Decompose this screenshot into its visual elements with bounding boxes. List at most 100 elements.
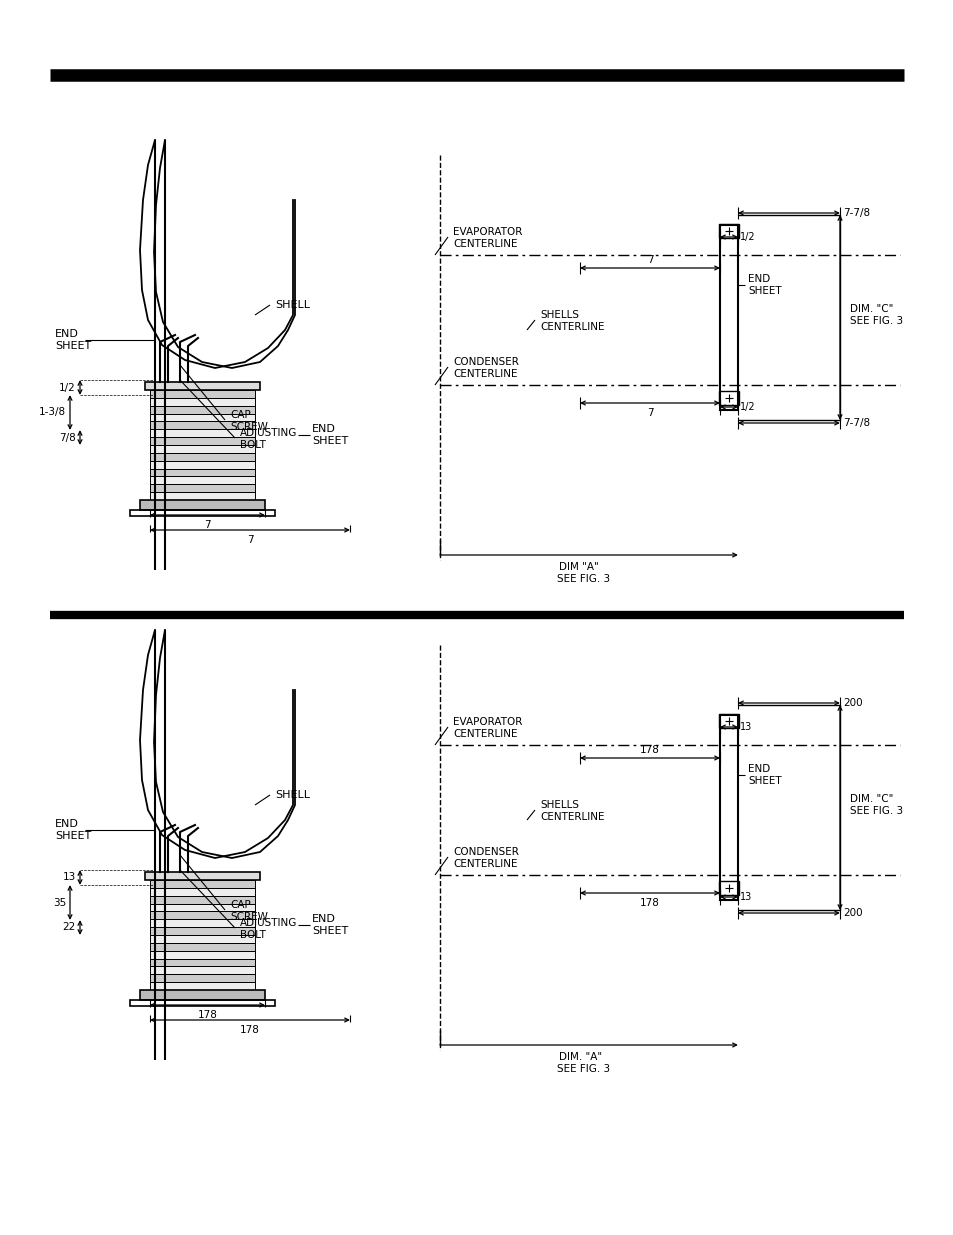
Text: 13: 13 [740, 892, 752, 902]
Text: ADJUSTING: ADJUSTING [240, 429, 297, 438]
Bar [150, 468, 254, 477]
Text: CENTERLINE: CENTERLINE [453, 369, 517, 379]
Bar [150, 437, 254, 445]
Bar [720, 225, 738, 410]
Bar [150, 881, 254, 888]
Text: 7: 7 [646, 408, 653, 417]
Bar [150, 414, 254, 421]
Text: CENTERLINE: CENTERLINE [453, 860, 517, 869]
Text: CAP: CAP [230, 410, 251, 420]
Bar [719, 714, 739, 727]
Text: DIM. "A": DIM. "A" [558, 1052, 601, 1062]
Bar [150, 951, 254, 958]
Bar [150, 927, 254, 935]
Text: END: END [312, 424, 335, 433]
Text: DIM. "C": DIM. "C" [849, 794, 892, 804]
Bar [150, 904, 254, 911]
Bar [150, 895, 254, 904]
Bar [150, 919, 254, 927]
Text: 13: 13 [63, 872, 76, 883]
Bar [130, 1000, 274, 1007]
Text: END: END [55, 819, 79, 829]
Bar [720, 715, 738, 900]
Text: SEE FIG. 3: SEE FIG. 3 [849, 806, 902, 816]
Text: 178: 178 [639, 745, 659, 755]
Text: SEE FIG. 3: SEE FIG. 3 [557, 574, 610, 584]
Bar [150, 958, 254, 967]
Text: 200: 200 [842, 908, 862, 918]
Bar [150, 967, 254, 974]
Bar [140, 990, 265, 1000]
Text: SEE FIG. 3: SEE FIG. 3 [557, 1065, 610, 1074]
Text: SHELL: SHELL [274, 300, 310, 310]
Text: 7-7/8: 7-7/8 [842, 207, 869, 219]
Text: 1/2: 1/2 [740, 232, 755, 242]
Bar [719, 224, 739, 238]
Text: ADJUSTING: ADJUSTING [240, 918, 297, 927]
Text: EVAPORATOR: EVAPORATOR [453, 227, 522, 237]
Text: SHEET: SHEET [312, 436, 348, 446]
Bar [150, 406, 254, 414]
Bar [150, 453, 254, 461]
Bar [150, 398, 254, 406]
Bar [150, 911, 254, 919]
Text: END: END [312, 914, 335, 924]
Text: 7-7/8: 7-7/8 [842, 417, 869, 429]
Text: END: END [747, 274, 769, 284]
Text: SCREW: SCREW [230, 422, 268, 432]
Text: 1-3/8: 1-3/8 [39, 408, 66, 417]
Text: END: END [747, 764, 769, 774]
Bar [150, 484, 254, 492]
Text: 7: 7 [204, 520, 211, 530]
Text: CENTERLINE: CENTERLINE [539, 811, 604, 823]
Bar [150, 492, 254, 500]
Bar [145, 382, 260, 390]
Text: SCREW: SCREW [230, 911, 268, 923]
Text: SHEET: SHEET [312, 926, 348, 936]
Text: 178: 178 [639, 898, 659, 908]
Text: END: END [55, 329, 79, 338]
Text: SHEET: SHEET [55, 831, 91, 841]
Text: 178: 178 [240, 1025, 259, 1035]
Text: CENTERLINE: CENTERLINE [539, 322, 604, 332]
Text: 178: 178 [197, 1010, 217, 1020]
Text: CENTERLINE: CENTERLINE [453, 240, 517, 249]
Text: 7: 7 [646, 254, 653, 266]
Text: CONDENSER: CONDENSER [453, 847, 518, 857]
Text: CONDENSER: CONDENSER [453, 357, 518, 367]
Text: 1/2: 1/2 [59, 383, 76, 393]
Text: SHELLS: SHELLS [539, 800, 578, 810]
Text: SHEET: SHEET [55, 341, 91, 351]
Text: 22: 22 [63, 923, 76, 932]
Bar [150, 445, 254, 453]
Text: DIM. "C": DIM. "C" [849, 304, 892, 314]
Text: SHEET: SHEET [747, 287, 781, 296]
Text: 200: 200 [842, 698, 862, 708]
Text: 13: 13 [740, 722, 752, 732]
Bar [130, 510, 274, 516]
Bar [150, 461, 254, 468]
Bar [140, 500, 265, 510]
Bar [150, 888, 254, 895]
Bar [150, 430, 254, 437]
Bar [150, 982, 254, 990]
Bar [150, 477, 254, 484]
Text: BOLT: BOLT [240, 440, 266, 450]
Text: EVAPORATOR: EVAPORATOR [453, 718, 522, 727]
Text: 7: 7 [247, 535, 253, 545]
Bar [150, 935, 254, 942]
Text: DIM "A": DIM "A" [558, 562, 598, 572]
Bar [150, 390, 254, 398]
Text: 7/8: 7/8 [59, 432, 76, 442]
Text: 1/2: 1/2 [740, 403, 755, 412]
Text: BOLT: BOLT [240, 930, 266, 940]
Text: SHEET: SHEET [747, 776, 781, 785]
Bar [150, 421, 254, 430]
Bar [719, 391, 739, 405]
Text: CENTERLINE: CENTERLINE [453, 729, 517, 739]
Text: CAP: CAP [230, 900, 251, 910]
Bar [150, 974, 254, 982]
Bar [150, 942, 254, 951]
Text: SHELLS: SHELLS [539, 310, 578, 320]
Bar [719, 881, 739, 895]
